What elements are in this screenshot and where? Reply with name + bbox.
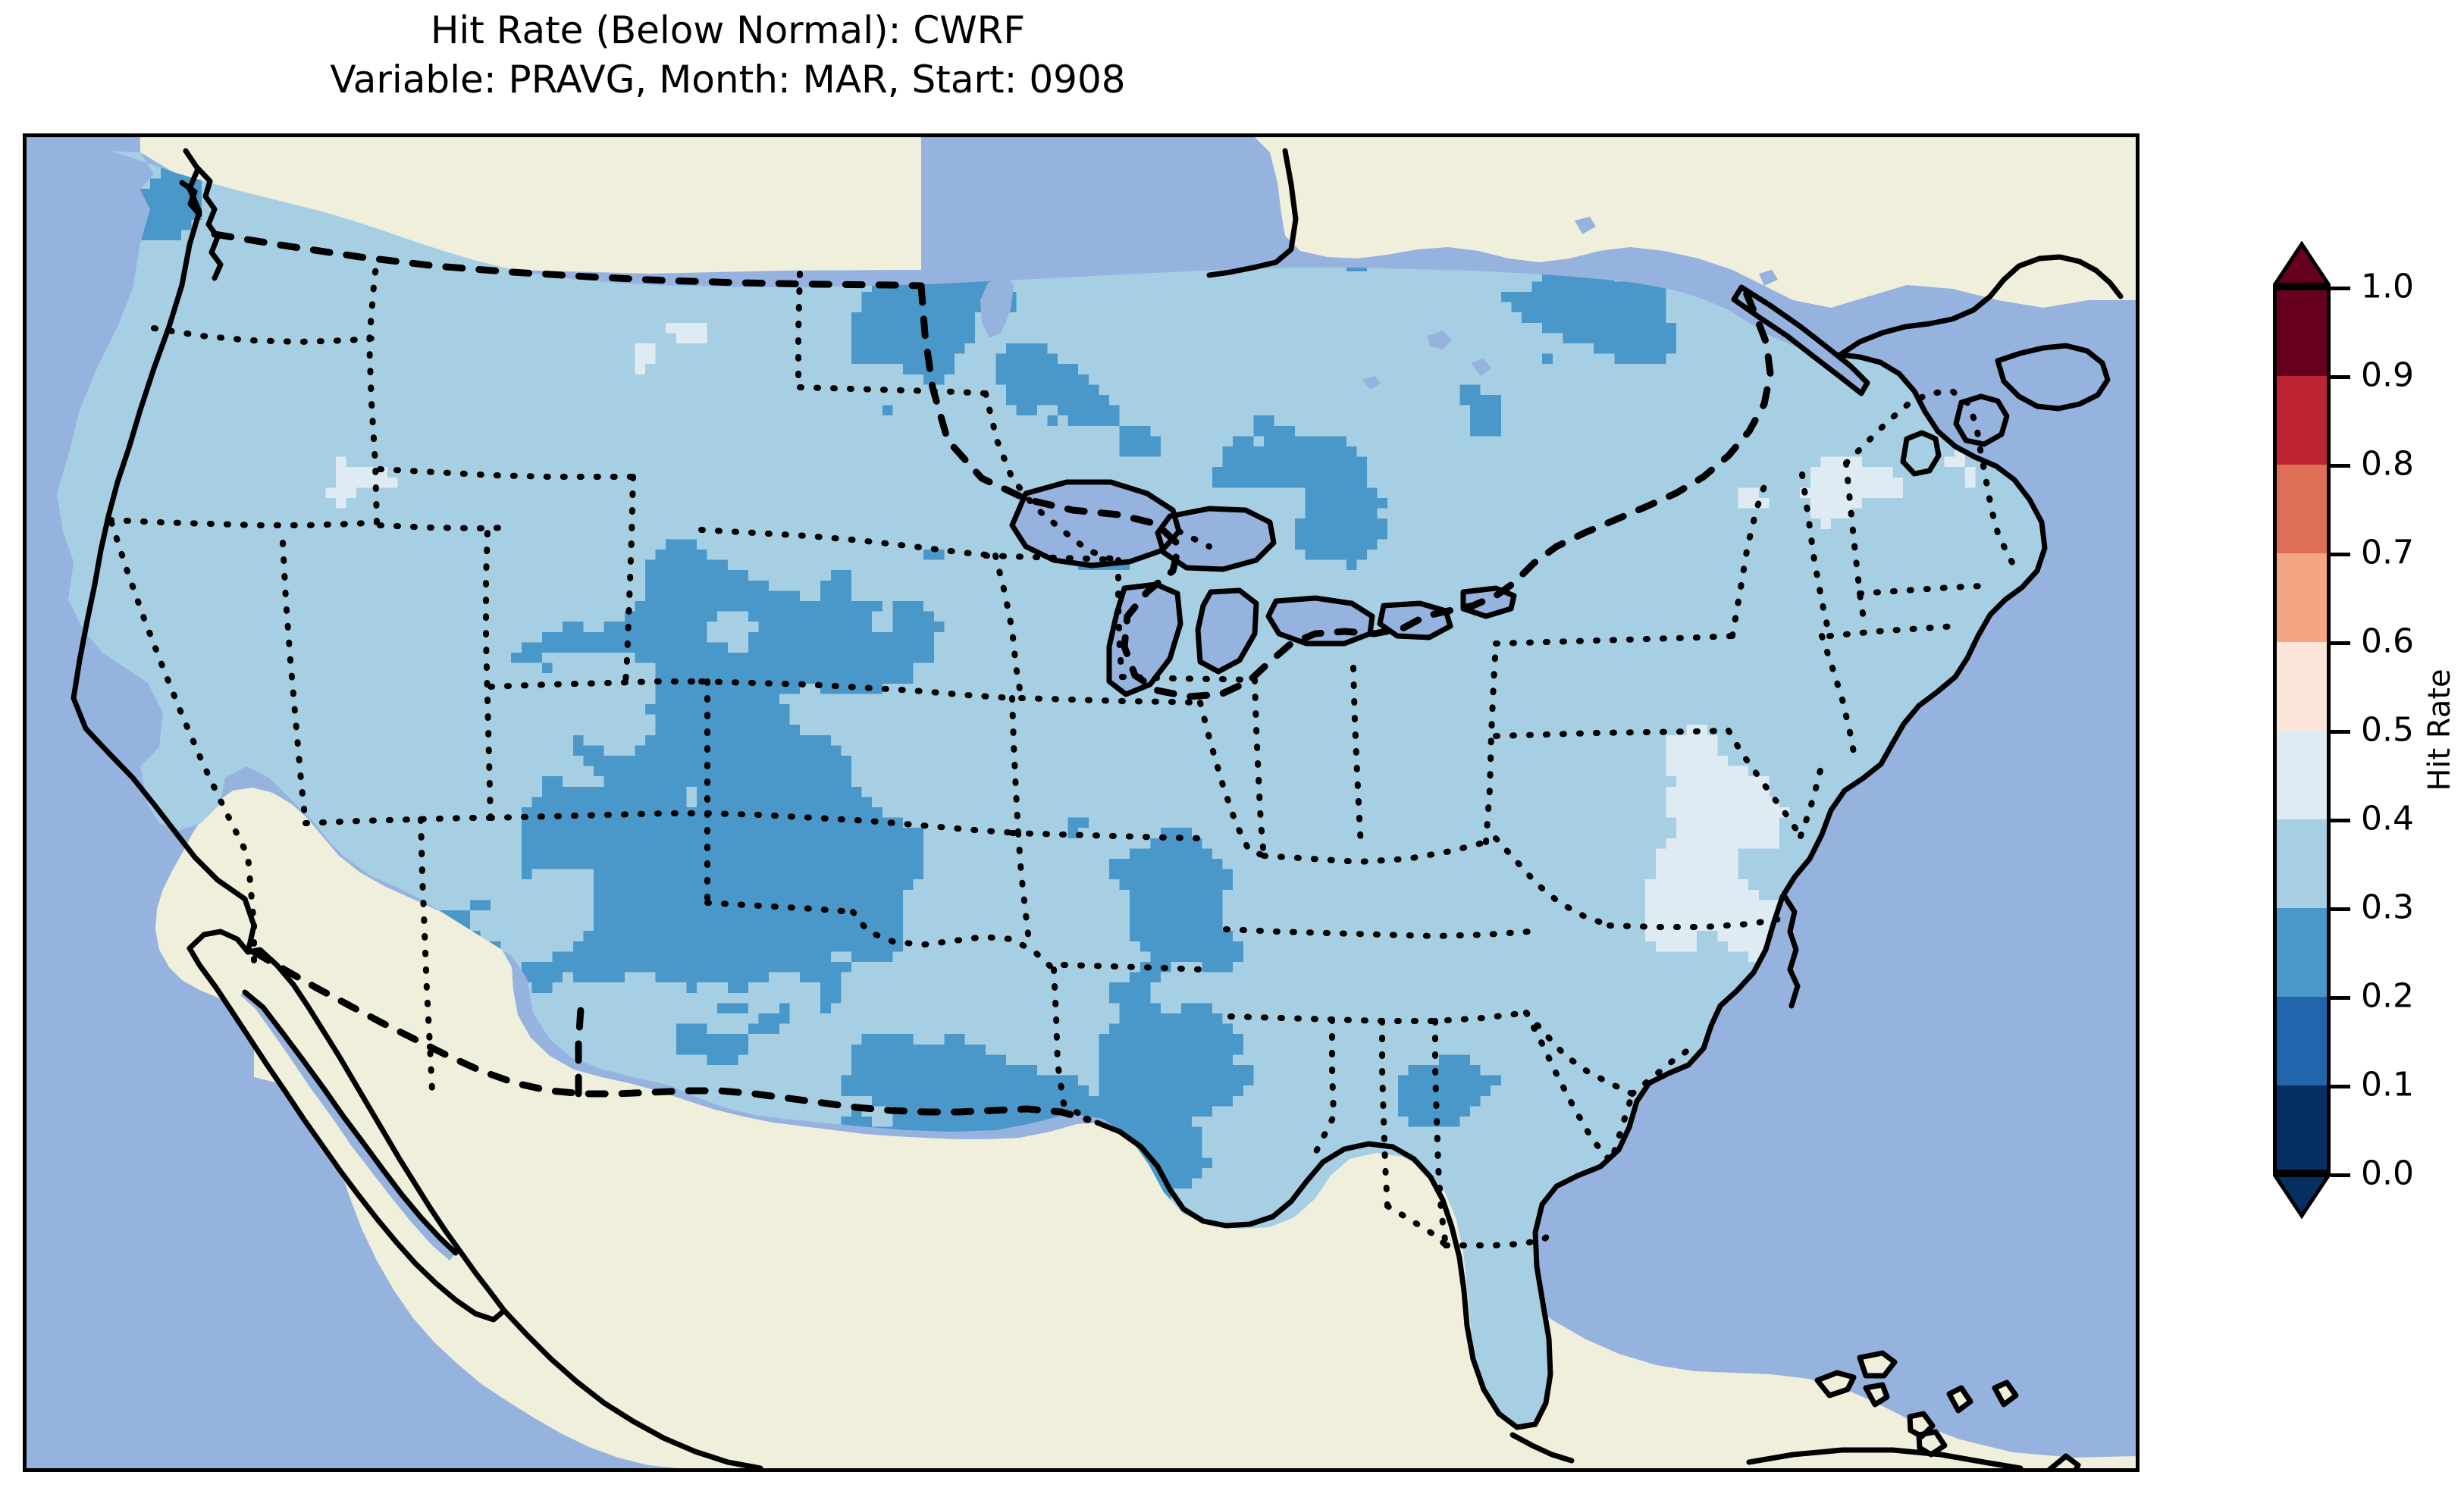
map-canvas <box>27 137 2136 1468</box>
colorbar-tick <box>2331 1085 2350 1088</box>
colorbar[interactable]: 1.0 0.9 0.8 0.7 0.6 0.5 0.4 0.3 0.2 0.1 0.0 <box>2273 241 2414 1219</box>
colorbar-tick <box>2331 819 2350 822</box>
national-borders <box>211 230 1774 1123</box>
colorbar-band <box>2273 996 2331 1085</box>
colorbar-tick-label: 0.1 <box>2361 1066 2414 1104</box>
colorbar-band <box>2273 641 2331 731</box>
state-boundaries <box>107 255 2020 1248</box>
colorbar-tick-label: 0.8 <box>2361 445 2414 484</box>
colorbar-tick <box>2331 464 2350 468</box>
colorbar-band <box>2273 907 2331 997</box>
title-line-1: Hit Rate (Below Normal): CWRF <box>0 6 1456 55</box>
colorbar-tick <box>2331 730 2350 734</box>
map-svg <box>27 137 2136 1468</box>
colorbar-band <box>2273 730 2331 819</box>
colorbar-over-arrow <box>2273 241 2331 287</box>
colorbar-tick <box>2331 641 2350 645</box>
coastlines <box>71 148 2124 1468</box>
colorbar-tick-label: 0.0 <box>2361 1154 2414 1193</box>
colorbar-tick-label: 0.4 <box>2361 800 2414 838</box>
colorbar-tick <box>2331 553 2350 556</box>
colorbar-tick-label: 0.3 <box>2361 888 2414 927</box>
title-line-2: Variable: PRAVG, Month: MAR, Start: 0908 <box>0 55 1456 105</box>
colorbar-tick-label: 0.2 <box>2361 977 2414 1016</box>
map-axes <box>23 133 2140 1472</box>
colorbar-band <box>2273 1085 2331 1174</box>
colorbar-tick <box>2331 375 2350 379</box>
colorbar-tick-label: 0.5 <box>2361 711 2414 750</box>
figure-title: Hit Rate (Below Normal): CWRF Variable: … <box>0 6 1456 105</box>
colorbar-band <box>2273 464 2331 553</box>
colorbar-band <box>2273 553 2331 642</box>
colorbar-under-arrow <box>2273 1173 2331 1219</box>
colorbar-band <box>2273 819 2331 908</box>
colorbar-band <box>2273 287 2331 376</box>
colorbar-band <box>2273 375 2331 465</box>
colorbar-tick <box>2331 287 2350 290</box>
colorbar-label: Hit Rate <box>2422 669 2457 791</box>
colorbar-tick <box>2331 1173 2350 1177</box>
colorbar-tick-label: 1.0 <box>2361 268 2414 306</box>
colorbar-tick <box>2331 996 2350 1000</box>
colorbar-tick-label: 0.6 <box>2361 622 2414 661</box>
colorbar-tick-label: 0.9 <box>2361 356 2414 395</box>
colorbar-tick-label: 0.7 <box>2361 534 2414 572</box>
colorbar-tick <box>2331 907 2350 911</box>
